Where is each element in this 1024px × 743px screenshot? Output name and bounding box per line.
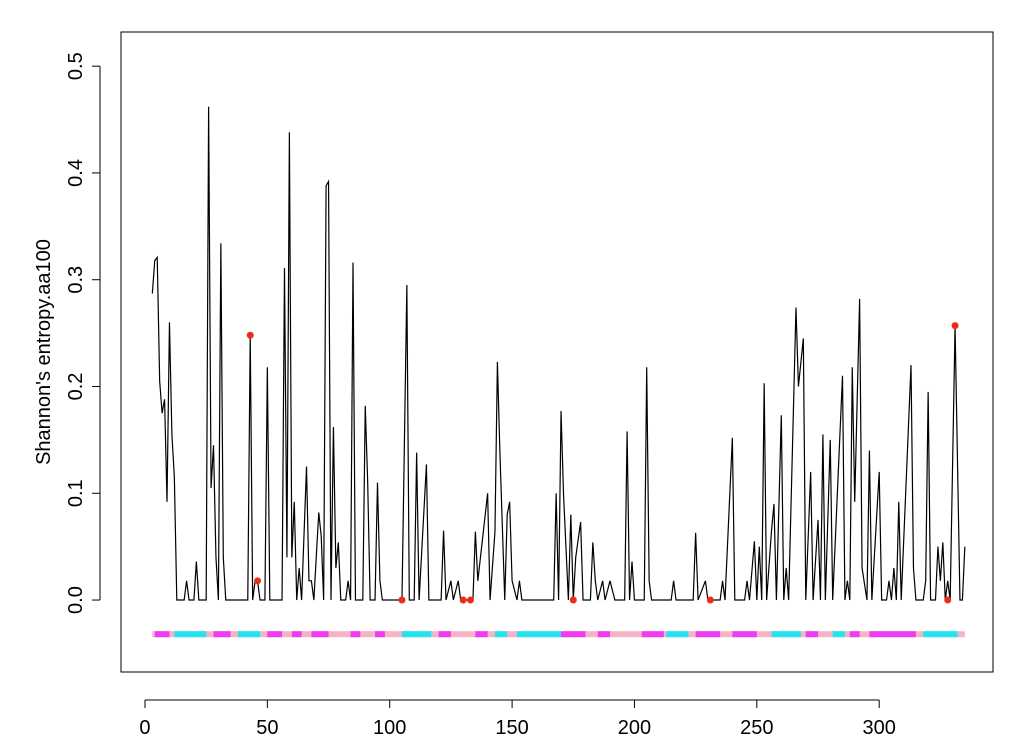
- x-tick-label: 250: [740, 717, 773, 739]
- x-tick-label: 100: [373, 717, 406, 739]
- point: [944, 596, 952, 604]
- structure-band: [597, 631, 610, 638]
- structure-band: [516, 631, 562, 638]
- structure-band: [494, 631, 508, 638]
- y-tick-label: 0.0: [65, 586, 87, 614]
- x-tick-label: 200: [618, 717, 651, 739]
- structure-band: [350, 631, 361, 638]
- y-axis-title: Shannon's entropy.aa100: [33, 239, 55, 465]
- structure-band: [832, 631, 845, 638]
- structure-band: [438, 631, 451, 638]
- structure-band: [174, 631, 207, 638]
- entropy-line: [151, 106, 966, 601]
- y-tick-label: 0.5: [65, 52, 87, 80]
- structure-band: [869, 631, 916, 638]
- x-tick-label: 0: [139, 717, 150, 739]
- plot-box: [120, 31, 994, 673]
- point: [706, 596, 714, 604]
- point: [246, 331, 254, 339]
- structure-band: [561, 631, 586, 638]
- y-tick-label: 0.3: [65, 266, 87, 294]
- structure-band: [237, 631, 261, 638]
- point: [254, 577, 262, 585]
- structure-band: [401, 631, 432, 638]
- structure-band: [666, 631, 689, 638]
- point: [398, 596, 406, 604]
- structure-band: [475, 631, 488, 638]
- x-tick-label: 150: [495, 717, 528, 739]
- structure-band: [291, 631, 302, 638]
- structure-band: [311, 631, 329, 638]
- structure-band: [213, 631, 231, 638]
- point: [466, 596, 474, 604]
- structure-band: [641, 631, 664, 638]
- x-tick-label: 50: [256, 717, 278, 739]
- structure-band: [923, 631, 958, 638]
- point: [569, 596, 577, 604]
- structure-band: [805, 631, 819, 638]
- y-tick-label: 0.4: [65, 159, 87, 187]
- structure-band: [695, 631, 721, 638]
- structure-band: [267, 631, 283, 638]
- structure-band: [154, 631, 170, 638]
- y-tick-label: 0.2: [65, 373, 87, 401]
- structure-band: [849, 631, 860, 638]
- structure-band: [375, 631, 385, 638]
- structure-band: [732, 631, 757, 638]
- x-tick-label: 300: [863, 717, 896, 739]
- structure-band: [771, 631, 801, 638]
- y-tick-label: 0.1: [65, 479, 87, 507]
- point: [951, 322, 959, 330]
- point: [459, 596, 467, 604]
